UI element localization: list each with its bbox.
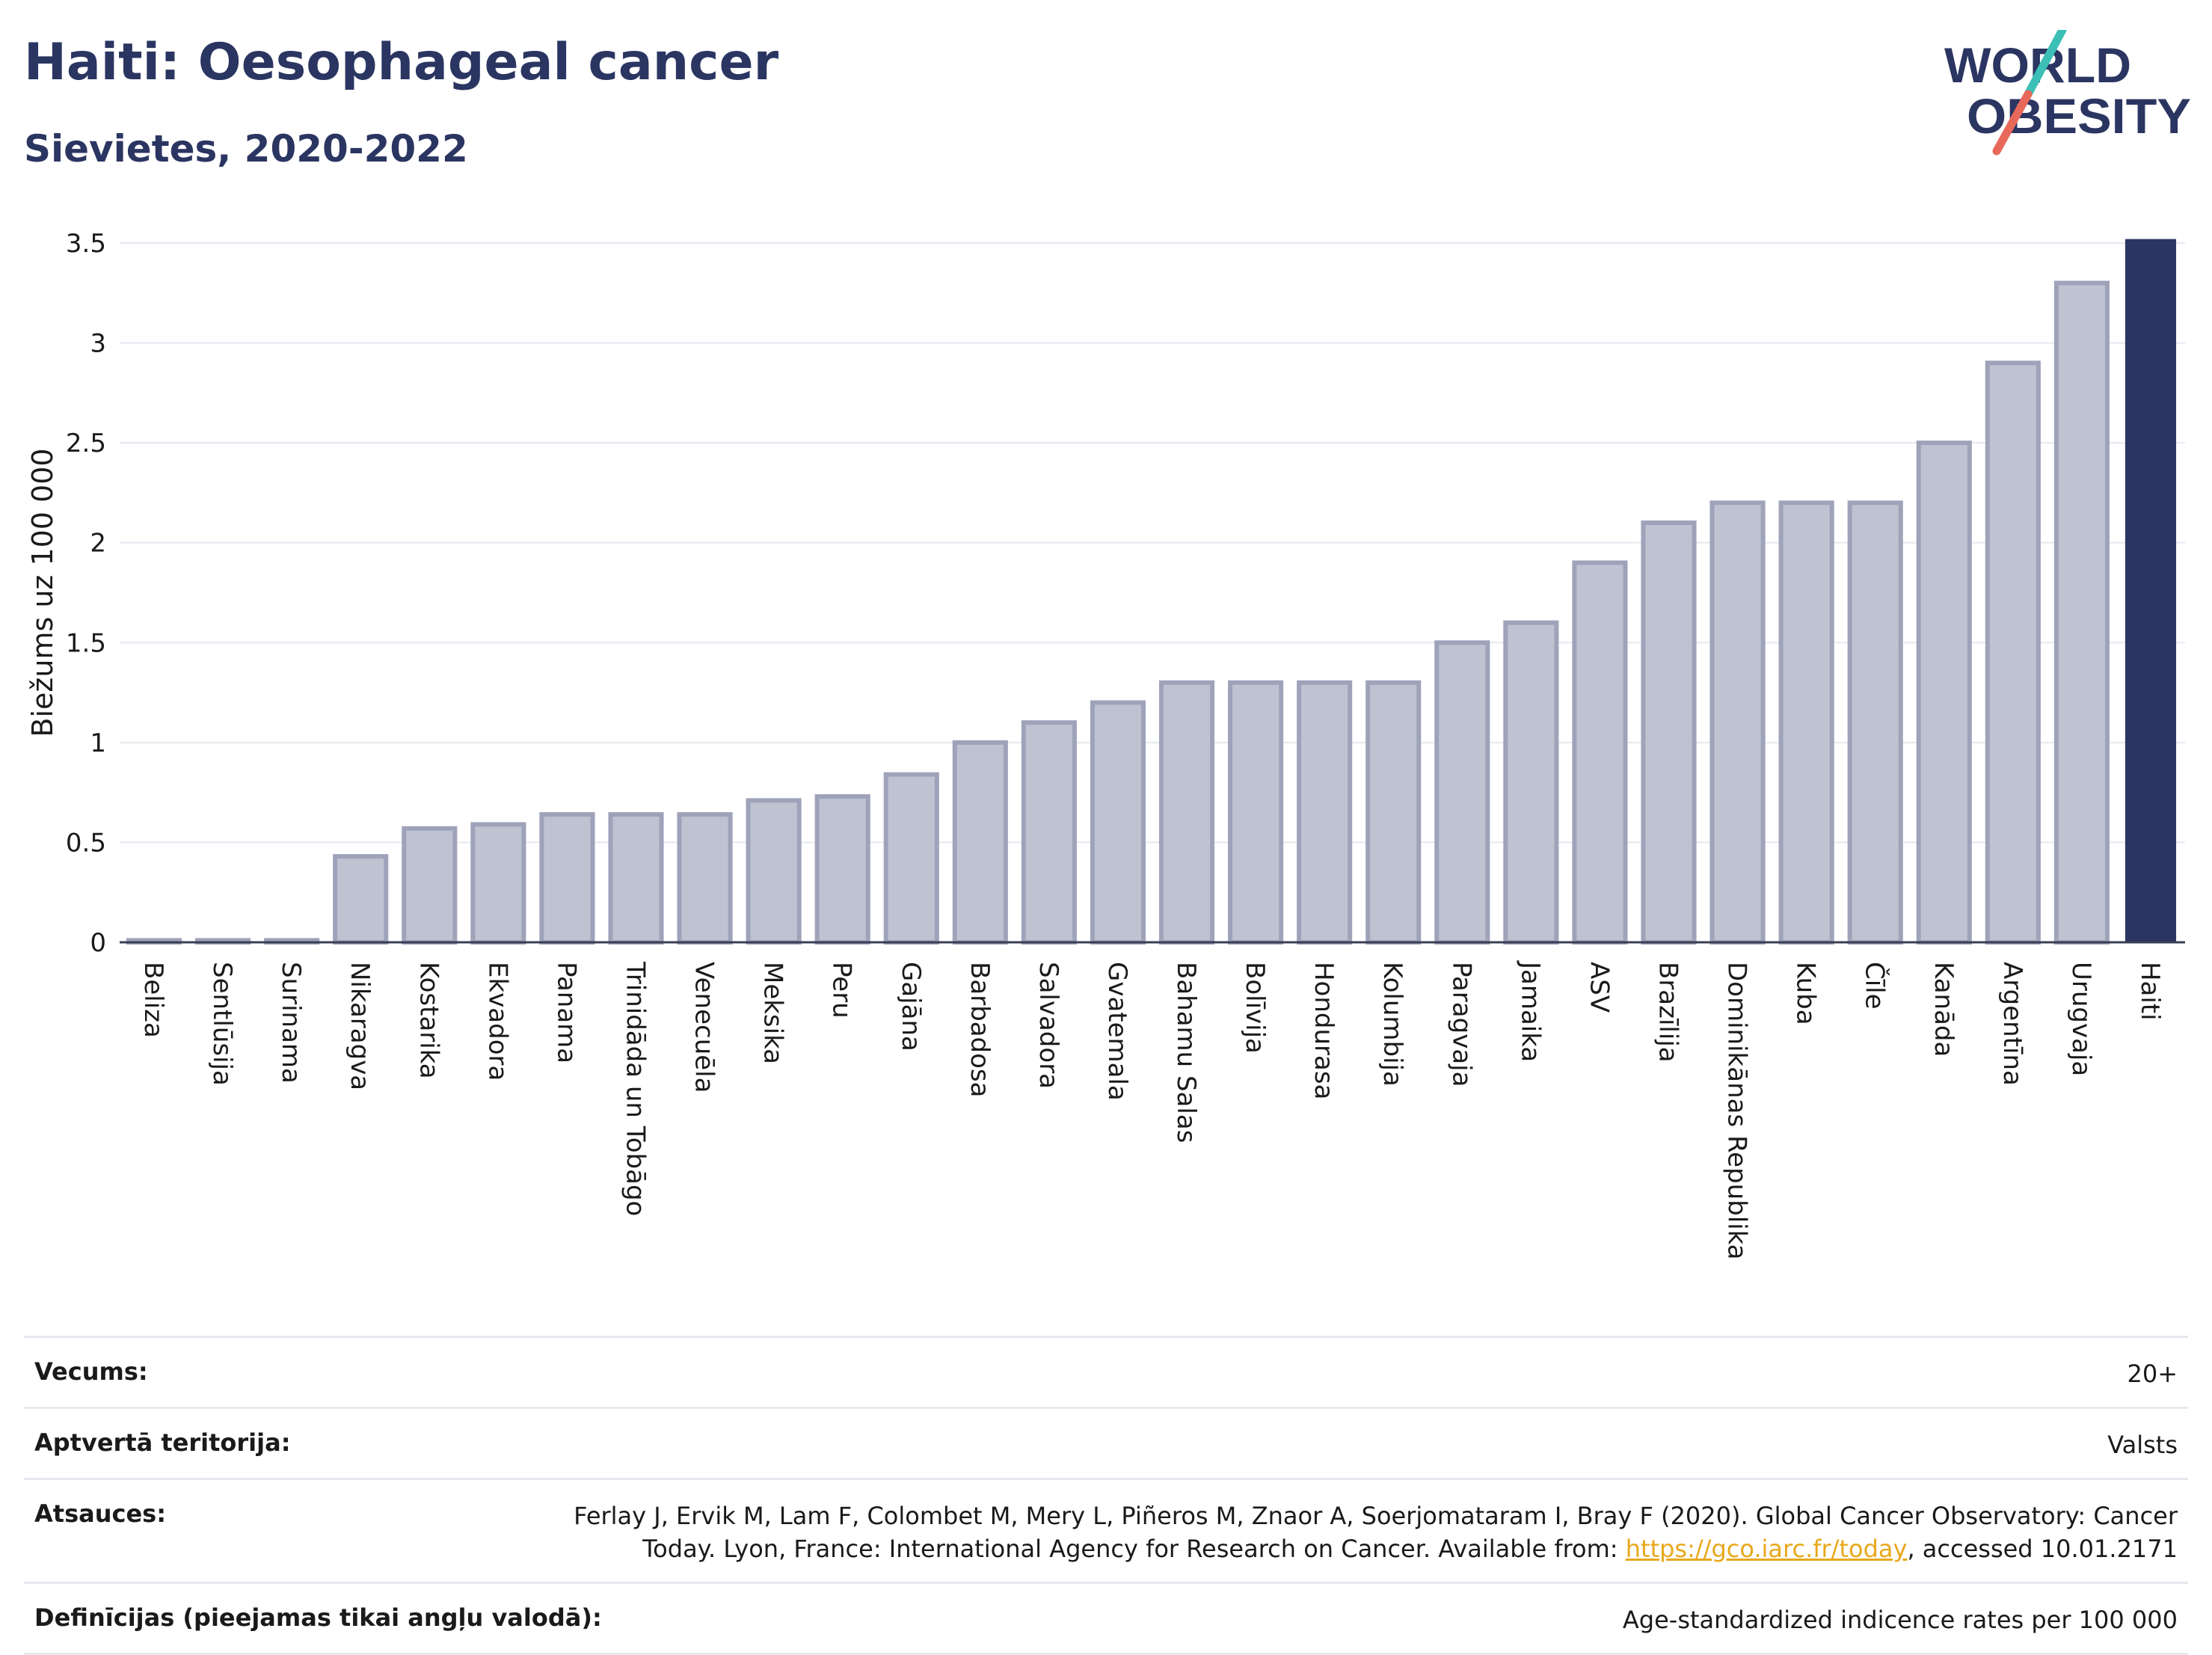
- x-tick-label: Čīle: [1860, 962, 1890, 1010]
- x-tick-label: Bahamu Salas: [1171, 962, 1201, 1143]
- info-label-age: Vecums:: [34, 1357, 148, 1386]
- y-tick-label: 0: [90, 928, 106, 958]
- info-label-references: Atsauces:: [34, 1499, 166, 1528]
- logo-slash-teal: [2024, 30, 2067, 99]
- x-axis-labels: Beliza Sentlūsija Surinama Nikaragva Kostari…: [138, 960, 2165, 1260]
- bar-urugvaja: [2053, 280, 2110, 945]
- x-tick-label: Hondurasa: [1309, 962, 1339, 1099]
- bar-kostarika: [402, 826, 458, 945]
- bar-kuba: [1778, 500, 1834, 945]
- x-tick-label: Kolumbija: [1377, 962, 1407, 1087]
- info-value-references: Ferlay J, Ervik M, Lam F, Colombet M, Me…: [574, 1499, 2178, 1565]
- x-tick-label: Kanāda: [1929, 962, 1958, 1057]
- bar-venecu-la: [677, 812, 733, 945]
- x-tick-label: Meksika: [758, 962, 788, 1064]
- x-tick-label: Paragvaja: [1446, 962, 1476, 1087]
- x-tick-label: Barbadosa: [965, 962, 995, 1098]
- x-tick-label: Brazīlija: [1653, 962, 1683, 1063]
- bar-paragvaja: [1434, 640, 1490, 945]
- y-tick-label: 2.5: [66, 429, 106, 458]
- info-row-territory: Aptvertā teritorija: Valsts: [24, 1407, 2188, 1478]
- info-row-definitions: Definīcijas (pieejamas tikai angļu valod…: [24, 1582, 2188, 1655]
- logo-line-2: OBESITY: [1967, 88, 2191, 144]
- world-obesity-logo: WORLD OBESITY: [1944, 30, 2191, 156]
- x-tick-label: Jamaika: [1515, 960, 1545, 1062]
- bar-meksika: [746, 798, 802, 945]
- reference-link[interactable]: https://gco.iarc.fr/today: [1625, 1535, 1908, 1563]
- bar-kan-da: [1916, 440, 1972, 945]
- x-tick-label: Peru: [827, 962, 857, 1019]
- bar-gaj-na: [883, 772, 939, 945]
- y-tick-label: 3: [90, 329, 106, 359]
- reference-text-accessed: , accessed 10.01.2171: [1907, 1535, 2178, 1563]
- info-table: Vecums: 20+ Aptvertā teritorija: Valsts …: [24, 1336, 2188, 1655]
- info-value-age: 20+: [2127, 1360, 2178, 1388]
- info-value-definitions: Age-standardized indicence rates per 100…: [1622, 1606, 2178, 1634]
- logo-slash-coral: [1992, 90, 2033, 156]
- bar-jamaika: [1503, 620, 1559, 945]
- y-tick-label: 1: [90, 728, 106, 758]
- y-tick-label: 2: [90, 529, 106, 559]
- reference-text-line-1: Ferlay J, Ervik M, Lam F, Colombet M, Me…: [574, 1502, 2178, 1530]
- x-tick-label: Sentlūsija: [207, 962, 237, 1086]
- y-axis-title: Biežums uz 100 000: [26, 448, 59, 737]
- info-row-age: Vecums: 20+: [24, 1336, 2188, 1407]
- x-tick-label: Beliza: [138, 962, 168, 1038]
- bar-hondurasa: [1297, 680, 1353, 945]
- x-tick-label: Kuba: [1791, 962, 1821, 1025]
- bar-kolumbija: [1365, 680, 1422, 945]
- y-tick-label: 0.5: [66, 828, 106, 858]
- x-tick-label: Salvadora: [1033, 962, 1063, 1089]
- x-tick-label: ASV: [1584, 962, 1614, 1013]
- x-tick-label: Dominikānas Republika: [1722, 962, 1752, 1260]
- x-tick-label: Bolīvija: [1240, 962, 1270, 1054]
- chart-title: Haiti: Oesophageal cancer: [24, 33, 779, 92]
- x-tick-label: Urugvaja: [2066, 962, 2096, 1076]
- bar-bahamu-salas: [1158, 680, 1215, 945]
- bar-asv: [1572, 560, 1628, 945]
- bar-panama: [539, 812, 595, 945]
- reference-text-line-2: Today. Lyon, France: International Agenc…: [642, 1535, 1626, 1563]
- bar-argent-na: [1985, 360, 2041, 945]
- bar-braz-lija: [1641, 521, 1697, 945]
- bar-bol-vija: [1228, 680, 1284, 945]
- bar-nikaragva: [333, 854, 389, 945]
- info-value-territory: Valsts: [2107, 1431, 2178, 1459]
- x-tick-label: Argentīna: [1997, 962, 2027, 1086]
- y-axis-ticks: 0 0.5 1 1.5 2 2.5 3 3.5: [66, 229, 106, 958]
- x-tick-label: Haiti: [2135, 962, 2165, 1021]
- x-tick-label: Nikaragva: [345, 962, 375, 1090]
- bar-chart: 0 0.5 1 1.5 2 2.5 3 3.5 Beliza Sentlūsija Surinam…: [26, 229, 2185, 1260]
- x-tick-label: Ekvadora: [482, 962, 512, 1081]
- bar--le: [1847, 500, 1903, 945]
- bar-dominik-nas-republika: [1709, 500, 1766, 945]
- x-tick-label: Panama: [551, 962, 581, 1063]
- bar-haiti: [2125, 239, 2177, 943]
- bar-barbadosa: [952, 740, 1008, 945]
- bars: [126, 239, 2177, 945]
- y-tick-label: 1.5: [66, 628, 106, 658]
- bar-salvadora: [1021, 720, 1077, 945]
- x-tick-label: Trinidāda un Tobāgo: [621, 961, 651, 1216]
- bar-trinid-da-un-tob-go: [608, 812, 664, 945]
- info-label-definitions: Definīcijas (pieejamas tikai angļu valod…: [34, 1603, 602, 1632]
- x-tick-label: Gajāna: [896, 962, 926, 1051]
- chart-subtitle: Sievietes, 2020-2022: [24, 127, 468, 171]
- x-tick-label: Kostarika: [414, 962, 443, 1079]
- info-row-references: Atsauces: Ferlay J, Ervik M, Lam F, Colo…: [24, 1478, 2188, 1582]
- x-tick-label: Surinama: [276, 962, 306, 1084]
- y-tick-label: 3.5: [66, 229, 106, 259]
- x-tick-label: Venecuēla: [689, 962, 719, 1093]
- bar-ekvadora: [470, 822, 526, 945]
- info-label-territory: Aptvertā teritorija:: [34, 1428, 291, 1457]
- bar-peru: [814, 793, 870, 945]
- x-tick-label: Gvatemala: [1102, 962, 1132, 1101]
- bar-gvatemala: [1090, 700, 1146, 945]
